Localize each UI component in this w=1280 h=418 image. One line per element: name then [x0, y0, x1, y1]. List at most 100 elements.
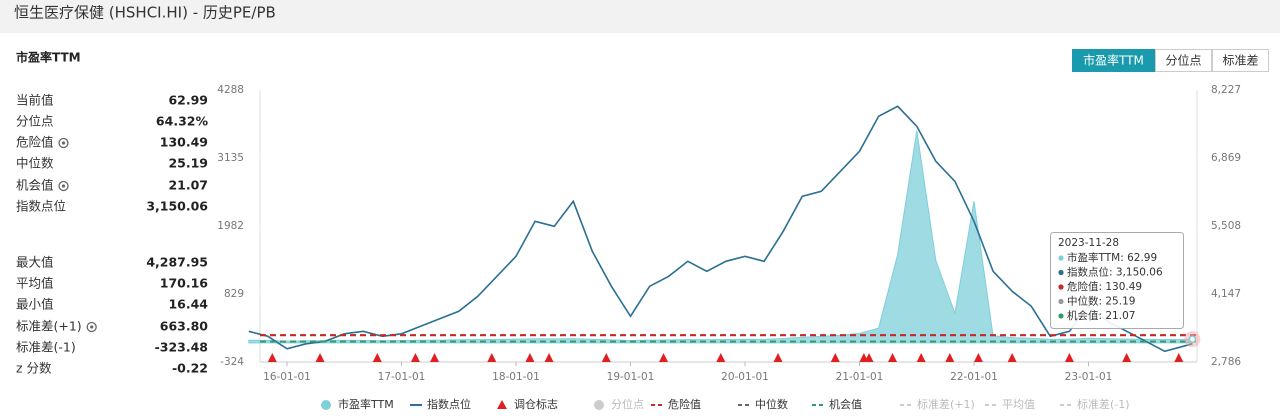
- tooltip: [1050, 232, 1184, 329]
- stat-label: 中位数: [16, 156, 54, 171]
- x-tick-label: 16-01-01: [263, 371, 311, 383]
- rebalance-marker: [525, 353, 535, 362]
- x-tick-label: 19-01-01: [607, 371, 655, 383]
- legend-label[interactable]: 中位数: [755, 397, 788, 411]
- rebalance-marker: [830, 353, 840, 362]
- rebalance-marker: [544, 353, 554, 362]
- stat-label: 机会值: [16, 178, 54, 193]
- rebalance-marker: [601, 353, 611, 362]
- legend-label[interactable]: 指数点位: [427, 397, 471, 411]
- stat-value: 3,150.06: [146, 199, 208, 214]
- stat-label: z 分数: [16, 361, 52, 376]
- tooltip-row: 危险值: 130.49: [1067, 280, 1142, 293]
- stat-label: 分位点: [16, 114, 54, 129]
- stat-value: 663.80: [160, 319, 209, 334]
- stat-value: 4,287.95: [146, 255, 208, 270]
- x-tick-label: 23-01-01: [1065, 371, 1113, 383]
- gear-icon[interactable]: [58, 180, 69, 192]
- area: [248, 130, 1193, 344]
- stat-label: 最小值: [16, 297, 54, 312]
- stat-value: -0.22: [172, 361, 208, 376]
- tooltip-row: 指数点位: 3,150.06: [1067, 266, 1163, 279]
- gear-icon[interactable]: [86, 321, 97, 333]
- x-tick-label: 22-01-01: [950, 371, 998, 383]
- tab[interactable]: [1155, 49, 1212, 72]
- rebalance-marker: [1064, 353, 1074, 362]
- stat-label: 最大值: [16, 255, 54, 270]
- stat-value: 25.19: [168, 156, 208, 171]
- rebalance-marker: [716, 353, 726, 362]
- tab[interactable]: [1212, 49, 1269, 72]
- stat-label: 当前值: [16, 93, 54, 108]
- gear-icon-hub: [61, 184, 66, 188]
- hover-point: [1188, 335, 1197, 343]
- x-tick-label: 17-01-01: [378, 371, 426, 383]
- legend-label[interactable]: 平均值: [1002, 398, 1035, 411]
- tooltip-dot: [1058, 313, 1064, 319]
- tab-label[interactable]: 市盈率TTM: [1083, 53, 1144, 68]
- rebalance-marker: [410, 353, 420, 362]
- rebalance-marker: [659, 353, 669, 362]
- rebalance-marker: [1174, 353, 1184, 362]
- stat-label: 标准差(+1): [16, 319, 82, 334]
- rebalance-marker: [267, 353, 277, 362]
- stat-value: 62.99: [168, 93, 208, 108]
- stat-label: 指数点位: [16, 199, 66, 214]
- legend-label[interactable]: 市盈率TTM: [338, 397, 394, 411]
- y2-tick-label: 6,869: [1211, 152, 1241, 164]
- rebalance-marker: [864, 353, 874, 362]
- x-tick-label: 21-01-01: [836, 371, 884, 383]
- rebalance-marker: [888, 353, 898, 362]
- rebalance-marker: [973, 353, 983, 362]
- y-tick-label: 3135: [217, 152, 244, 164]
- stat-value: 130.49: [160, 135, 208, 150]
- rebalance-marker: [1007, 353, 1017, 362]
- tooltip-dot: [1058, 298, 1064, 305]
- panel-title: 市盈率TTM: [16, 50, 81, 65]
- tooltip-dot: [1058, 269, 1064, 276]
- y2-tick-label: 8,227: [1211, 84, 1241, 96]
- rebalance-marker: [1122, 353, 1132, 362]
- stat-label: 标准差(-1): [16, 340, 76, 355]
- tooltip-row: 市盈率TTM: 62.99: [1067, 251, 1157, 264]
- stat-value: 170.16: [160, 276, 209, 291]
- tooltip-row: 中位数: 25.19: [1067, 295, 1135, 308]
- legend-symbol[interactable]: [497, 400, 507, 409]
- legend-label[interactable]: 分位点: [611, 397, 644, 411]
- legend-label[interactable]: 危险值: [668, 397, 701, 411]
- rebalance-marker: [773, 353, 783, 362]
- legend-label[interactable]: 标准差(+1): [917, 397, 975, 411]
- stat-value: 16.44: [168, 297, 208, 312]
- y-tick-label: -324: [220, 356, 244, 368]
- rebalance-marker: [487, 353, 497, 362]
- stat-value: 64.32%: [156, 114, 209, 129]
- page-title: 恒生医疗保健 (HSHCI.HI) - 历史PE/PB: [14, 4, 276, 22]
- tooltip-row: 机会值: 21.07: [1067, 309, 1135, 322]
- gear-icon-hub: [61, 141, 66, 145]
- y2-tick-label: 5,508: [1211, 220, 1241, 232]
- legend-label[interactable]: 标准差(-1): [1077, 397, 1130, 411]
- tab-label[interactable]: 标准差: [1222, 54, 1258, 68]
- tab[interactable]: [1072, 49, 1155, 72]
- rebalance-marker: [430, 353, 440, 362]
- y-tick-label: 1982: [217, 220, 244, 232]
- stat-value: -323.48: [155, 340, 208, 355]
- tab-label[interactable]: 分位点: [1165, 53, 1201, 68]
- legend-symbol[interactable]: [594, 400, 604, 410]
- stat-label: 平均值: [16, 276, 54, 291]
- legend-label[interactable]: 机会值: [829, 397, 862, 411]
- legend-symbol[interactable]: [321, 400, 331, 410]
- gear-icon[interactable]: [58, 137, 69, 149]
- stat-value: 21.07: [168, 178, 208, 193]
- x-tick-label: 20-01-01: [721, 371, 769, 383]
- rebalance-marker: [315, 353, 325, 362]
- legend-label[interactable]: 调仓标志: [514, 397, 558, 411]
- stat-label: 危险值: [16, 135, 54, 150]
- y2-tick-label: 4,147: [1211, 288, 1241, 300]
- y-tick-label: 829: [224, 288, 244, 300]
- y2-tick-label: 2,786: [1211, 356, 1241, 368]
- rebalance-marker: [945, 353, 955, 362]
- y-tick-label: 4288: [217, 84, 244, 96]
